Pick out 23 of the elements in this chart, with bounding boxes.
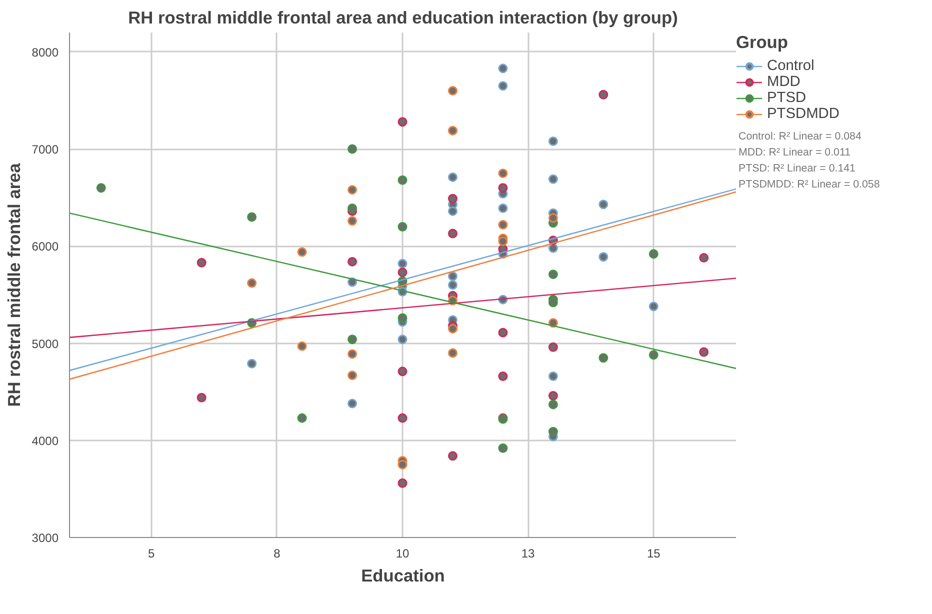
y-tick-label: 7000 [32,142,59,157]
chart-title: RH rostral middle frontal area and education interaction (by group) [128,8,678,28]
legend-label: PTSD [767,90,806,106]
y-tick-label: 4000 [32,434,59,448]
y-tick-label: 6000 [32,240,59,254]
text: MDD: R² Linear = 0.011 [738,146,851,158]
legend-title: Group [736,32,789,53]
x-tick-label: 8 [274,546,281,560]
y-tick-label: 8000 [32,45,59,60]
x-tick-label: 5 [148,546,156,560]
text: PTSDMDD: R² Linear = 0.058 [738,178,880,190]
x-tick-label: 15 [646,546,661,560]
text: PTSD: R² Linear = 0.141 [738,162,856,174]
y-axis-title: RH rostral middle frontal area [4,162,24,407]
x-tick-label: 13 [521,546,536,560]
legend-label: PTSDMDD [767,106,840,122]
legend-label: MDD [767,74,800,90]
y-tick-label: 5000 [32,336,59,351]
y-tick-label: 3000 [32,531,59,545]
x-tick-label: 10 [396,546,410,560]
x-axis-title: Education [361,566,445,586]
legend-label: Control [767,58,814,74]
text: Control: R² Linear = 0.084 [738,130,862,142]
